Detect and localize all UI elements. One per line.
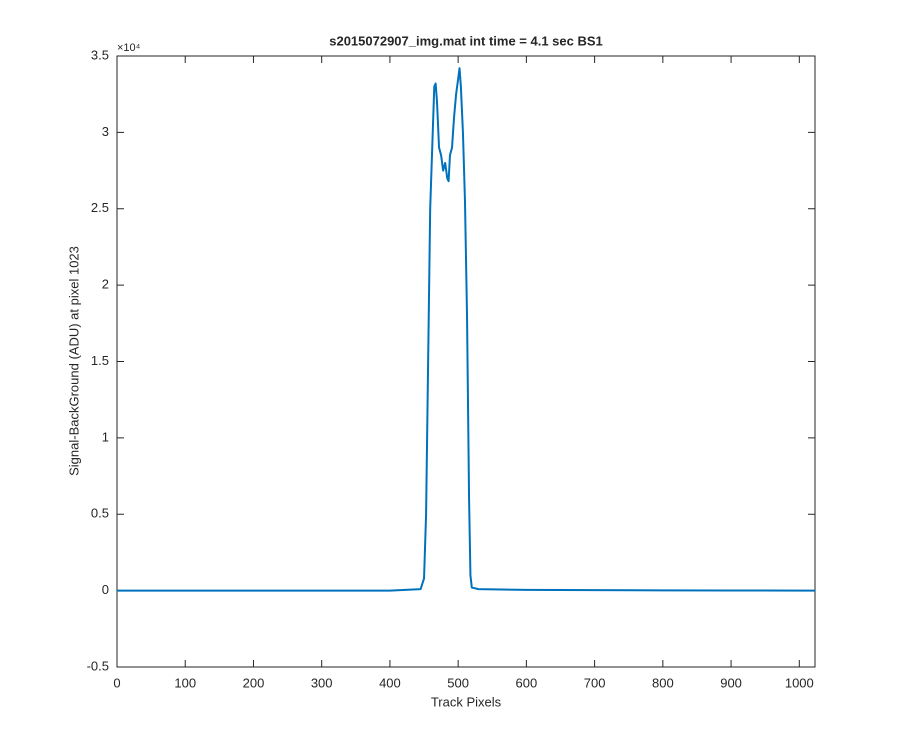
- chart-title: s2015072907_img.mat int time = 4.1 sec B…: [329, 33, 603, 48]
- y-tick-label: 1.5: [91, 353, 109, 368]
- x-tick-label: 700: [584, 675, 606, 690]
- y-tick-label: 3.5: [91, 47, 109, 62]
- y-tick-label: -0.5: [87, 658, 109, 673]
- y-tick-label: 2: [102, 277, 109, 292]
- x-tick-label: 600: [516, 675, 538, 690]
- y-exponent: ×10⁴: [117, 42, 141, 54]
- y-tick-label: 0.5: [91, 506, 109, 521]
- x-axis-label: Track Pixels: [431, 694, 502, 709]
- x-tick-label: 0: [113, 675, 120, 690]
- x-tick-label: 800: [652, 675, 674, 690]
- data-line: [117, 67, 816, 592]
- x-tick-label: 500: [447, 675, 469, 690]
- x-tick-label: 100: [174, 675, 196, 690]
- x-tick-label: 200: [243, 675, 265, 690]
- x-tick-label: 300: [311, 675, 333, 690]
- y-tick-label: 1: [102, 429, 109, 444]
- y-tick-label: 3: [102, 124, 109, 139]
- plot-box: [116, 55, 816, 668]
- x-tick-label: 400: [379, 675, 401, 690]
- y-tick-label: 0: [102, 582, 109, 597]
- x-tick-label: 1000: [785, 675, 814, 690]
- y-axis-label: Signal-BackGround (ADU) at pixel 1023: [66, 246, 81, 476]
- x-tick-label: 900: [720, 675, 742, 690]
- y-tick-label: 2.5: [91, 200, 109, 215]
